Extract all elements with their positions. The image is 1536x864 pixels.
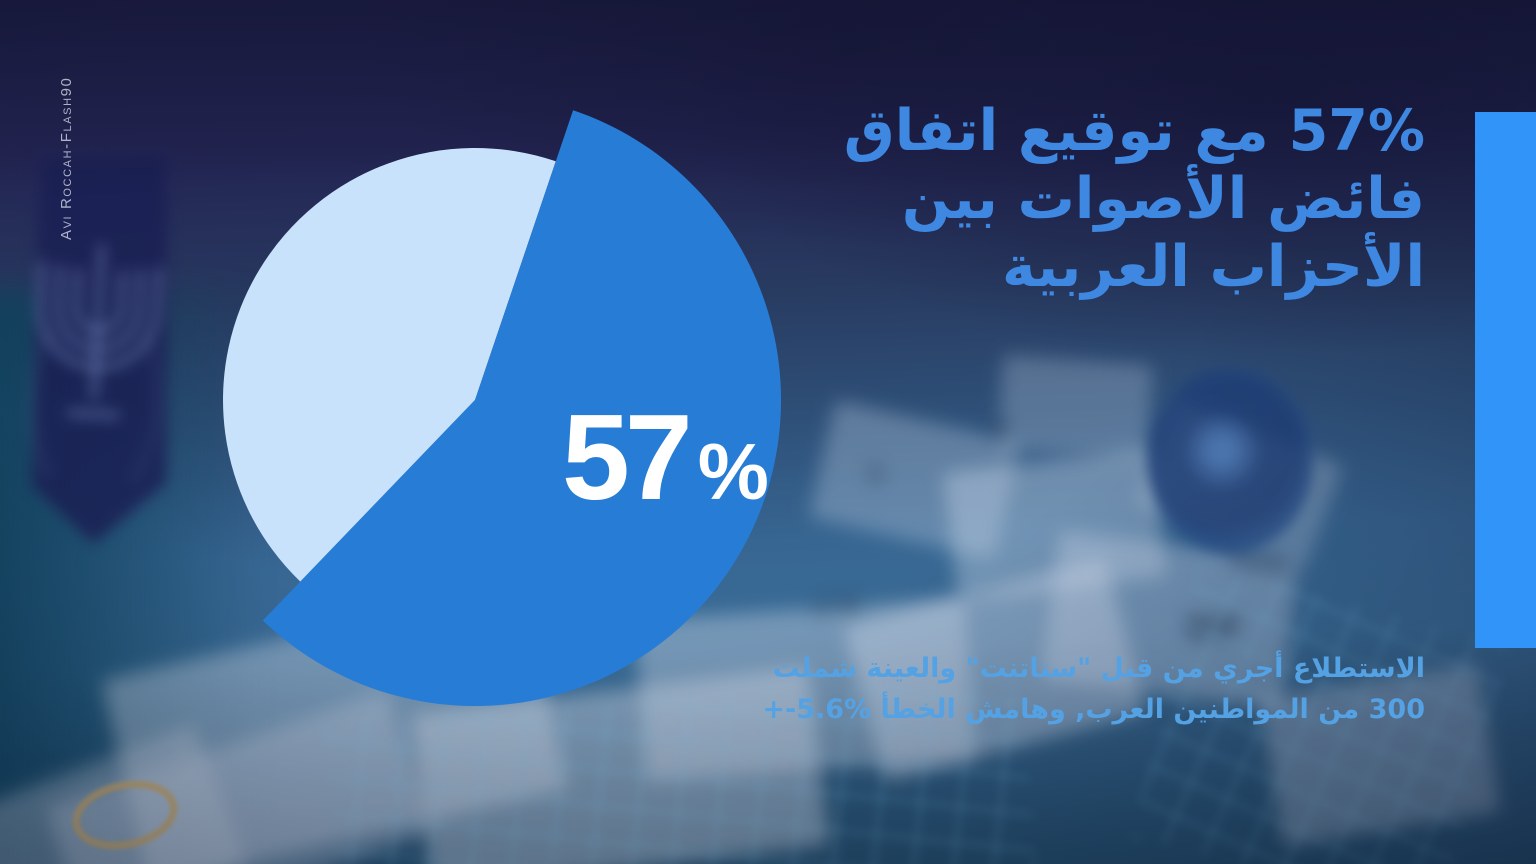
footnote: الاستطلاع أجري من قبل "ستاتنت" والعينة ش… <box>762 648 1425 730</box>
headline-line: الأحزاب العربية <box>1002 234 1425 300</box>
pie-slice-57 <box>262 110 782 707</box>
ballot-letter: מרצ <box>810 587 861 621</box>
pie-value-percent: % <box>697 427 769 516</box>
headline-line: فائض الأصوات بين <box>901 166 1425 232</box>
pie-value-number: 57 <box>562 389 693 525</box>
elections-logo <box>1148 368 1313 553</box>
pie-slice-43 <box>223 148 556 582</box>
headline-line: 57% مع توقيع اتفاق <box>843 98 1425 164</box>
pie-value-label: 57% <box>562 396 769 518</box>
photo-credit: Avi Roccah-Flash90 <box>58 76 75 240</box>
footnote-line: 300 من المواطنين العرب, وهامش الخطأ ‎+-5… <box>762 694 1425 725</box>
accent-bar <box>1475 112 1536 648</box>
headline: 57% مع توقيع اتفاق فائض الأصوات بين الأح… <box>844 97 1425 301</box>
footnote-line: الاستطلاع أجري من قبل "ستاتنت" والعينة ش… <box>772 653 1425 684</box>
pie-chart <box>223 110 782 707</box>
ballot-paper <box>996 354 1154 461</box>
